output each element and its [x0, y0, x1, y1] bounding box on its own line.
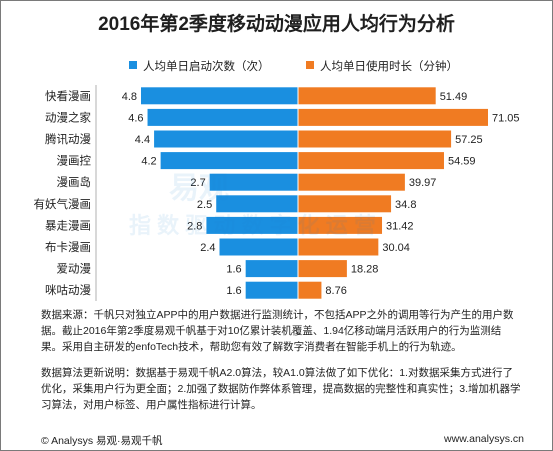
data-label-duration-8: 18.28: [351, 264, 379, 276]
footer-copyright: © Analysys 易观·易观千帆: [41, 435, 163, 447]
data-label-duration-5: 34.8: [395, 199, 416, 211]
bar-duration-6: [298, 216, 383, 234]
bar-launches-2: [154, 130, 298, 148]
data-label-duration-4: 39.97: [409, 177, 437, 189]
legend-label-launches: 人均单日启动次数（次）: [143, 61, 270, 73]
data-label-duration-9: 8.76: [325, 285, 346, 297]
note-data-source: 数据来源：千帆只对独立APP中的用户数据进行监测统计，不包括APP之外的调用等行…: [41, 309, 514, 353]
bar-duration-7: [298, 238, 379, 256]
bar-launches-6: [206, 216, 298, 234]
data-label-duration-2: 57.25: [455, 134, 483, 146]
legend-swatch-launches-icon: [129, 61, 137, 69]
category-label-8: 爱动漫: [57, 262, 92, 276]
bar-launches-8: [245, 260, 298, 278]
bar-launches-3: [160, 152, 298, 170]
category-label-7: 布卡漫画: [45, 240, 91, 254]
bar-duration-1: [298, 108, 488, 126]
data-label-launches-2: 4.4: [135, 134, 150, 146]
category-label-4: 漫画岛: [57, 175, 92, 189]
category-label-0: 快看漫画: [45, 89, 91, 103]
category-label-1: 动漫之家: [45, 110, 91, 124]
data-label-launches-3: 4.2: [141, 156, 156, 168]
legend-swatch-duration-icon: [306, 61, 314, 69]
bar-duration-9: [298, 281, 322, 299]
bar-launches-7: [219, 238, 298, 256]
legend-launches: 人均单日启动次数（次）: [129, 58, 270, 74]
data-label-launches-6: 2.8: [187, 220, 202, 232]
bar-launches-1: [147, 108, 298, 126]
footer-website: www.analysys.cn: [444, 433, 524, 445]
data-label-duration-6: 31.42: [386, 220, 414, 232]
data-label-launches-8: 1.6: [226, 264, 241, 276]
data-label-launches-0: 4.8: [122, 91, 137, 103]
bar-duration-8: [298, 260, 347, 278]
category-label-2: 腾讯动漫: [45, 132, 91, 146]
bar-chart-plot: 快看漫画 4.8 51.49 动漫之家 4.6 71.05 腾讯动漫 4.4 57.25 漫画控 4…: [34, 85, 520, 301]
bar-duration-2: [298, 130, 452, 148]
bar-launches-0: [141, 87, 298, 105]
data-label-launches-5: 2.5: [197, 199, 212, 211]
bar-launches-4: [209, 173, 298, 191]
bar-duration-5: [298, 195, 392, 213]
category-label-6: 暴走漫画: [45, 218, 91, 232]
category-label-3: 漫画控: [57, 154, 92, 168]
data-label-launches-4: 2.7: [190, 177, 205, 189]
bar-launches-9: [245, 281, 298, 299]
data-label-duration-7: 30.04: [382, 242, 410, 254]
data-label-launches-9: 1.6: [226, 285, 241, 297]
data-label-duration-0: 51.49: [440, 91, 468, 103]
bar-launches-5: [216, 195, 298, 213]
data-label-launches-7: 2.4: [200, 242, 215, 254]
category-label-5: 有妖气漫画: [34, 197, 92, 211]
data-label-duration-3: 54.59: [448, 156, 476, 168]
legend-label-duration: 人均单日使用时长（分钟）: [320, 61, 458, 73]
chart-title: 2016年第2季度移动动漫应用人均行为分析: [98, 14, 455, 35]
bar-duration-0: [298, 87, 436, 105]
data-label-launches-1: 4.6: [128, 112, 143, 124]
bar-duration-3: [298, 152, 444, 170]
note-algorithm-update: 数据算法更新说明：数据基于易观千帆A2.0算法，较A1.0算法做了如下优化：1.…: [41, 367, 521, 411]
bar-duration-4: [298, 173, 405, 191]
legend-duration: 人均单日使用时长（分钟）: [306, 58, 458, 74]
category-label-9: 咪咕动漫: [45, 283, 91, 297]
data-label-duration-1: 71.05: [492, 112, 520, 124]
